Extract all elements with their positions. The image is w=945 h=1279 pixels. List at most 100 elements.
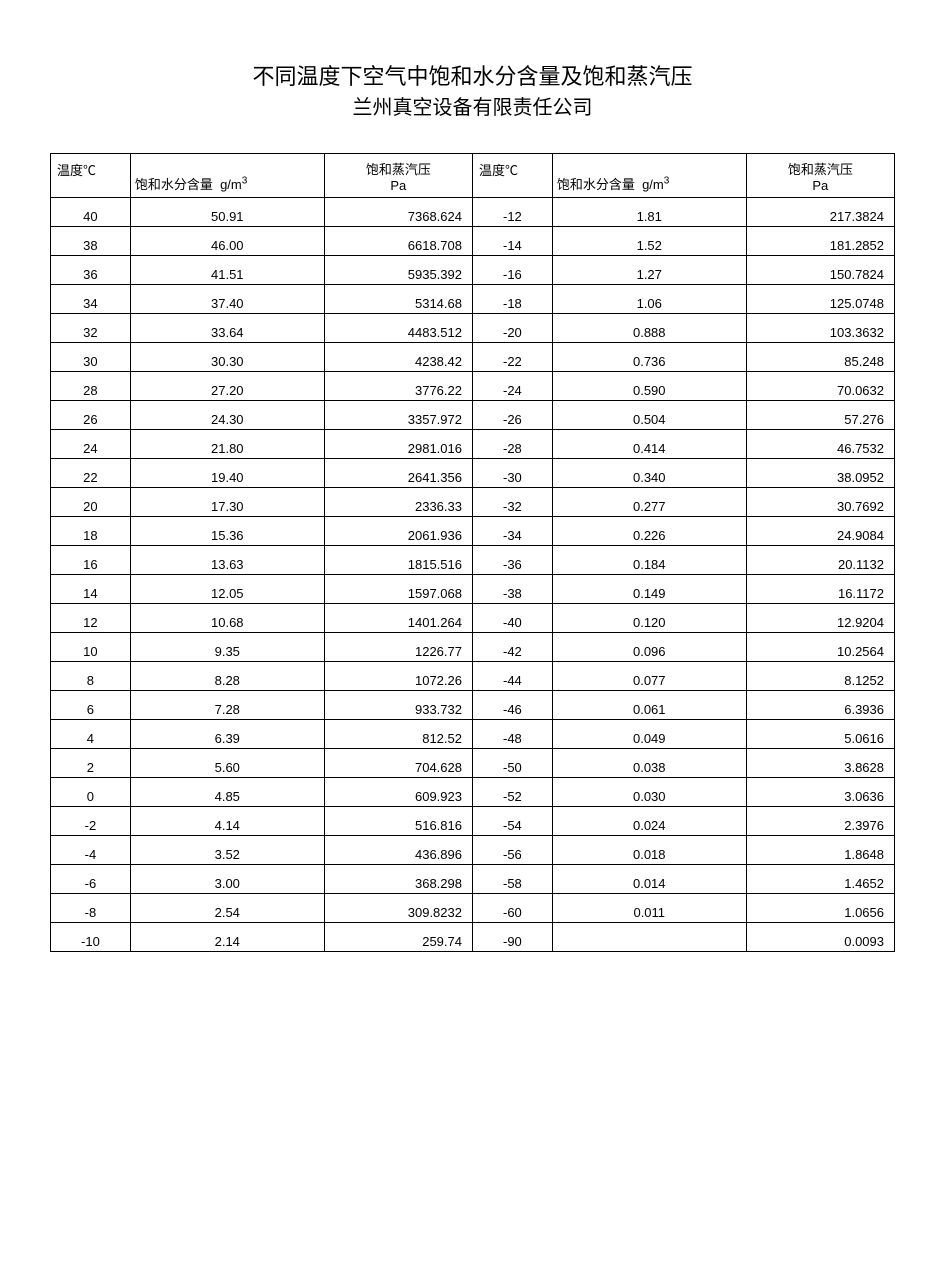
cell-temp2: -24 [472,372,552,401]
cell-water1: 4.14 [130,807,324,836]
cell-water2: 0.038 [552,749,746,778]
table-row: 1412.051597.068-380.14916.1172 [51,575,895,604]
table-row: 1613.631815.516-360.18420.1132 [51,546,895,575]
cell-temp1: 14 [51,575,131,604]
cell-pressure2: 1.8648 [746,836,894,865]
cell-temp2: -14 [472,227,552,256]
cell-pressure2: 20.1132 [746,546,894,575]
cell-pressure2: 8.1252 [746,662,894,691]
cell-pressure1: 368.298 [324,865,472,894]
table-row: -102.14259.74-900.0093 [51,923,895,952]
saturation-table: 温度℃ 饱和水分含量 g/m3 饱和蒸汽压 Pa 温度℃ 饱和水分含量 g/m3… [50,153,895,952]
cell-temp1: 8 [51,662,131,691]
cell-water2: 0.024 [552,807,746,836]
header-pressure1: 饱和蒸汽压 Pa [324,154,472,198]
table-row: 3641.515935.392-161.27150.7824 [51,256,895,285]
cell-pressure2: 217.3824 [746,198,894,227]
cell-water1: 37.40 [130,285,324,314]
cell-pressure2: 12.9204 [746,604,894,633]
cell-temp1: 26 [51,401,131,430]
cell-temp2: -38 [472,575,552,604]
table-row: 2219.402641.356-300.34038.0952 [51,459,895,488]
cell-temp1: 10 [51,633,131,662]
cell-pressure2: 57.276 [746,401,894,430]
header-temp2-label: 温度℃ [479,163,518,178]
table-body: 4050.917368.624-121.81217.38243846.00661… [51,198,895,952]
cell-temp2: -54 [472,807,552,836]
cell-water2: 0.590 [552,372,746,401]
cell-pressure2: 2.3976 [746,807,894,836]
cell-temp2: -30 [472,459,552,488]
cell-temp2: -42 [472,633,552,662]
cell-water1: 13.63 [130,546,324,575]
cell-pressure2: 3.0636 [746,778,894,807]
cell-water2: 0.061 [552,691,746,720]
cell-pressure2: 70.0632 [746,372,894,401]
table-row: 2421.802981.016-280.41446.7532 [51,430,895,459]
cell-temp1: -2 [51,807,131,836]
cell-pressure1: 4238.42 [324,343,472,372]
cell-water1: 15.36 [130,517,324,546]
cell-temp1: 0 [51,778,131,807]
table-row: -24.14516.816-540.0242.3976 [51,807,895,836]
table-row: 109.351226.77-420.09610.2564 [51,633,895,662]
cell-water2: 0.414 [552,430,746,459]
cell-temp1: 28 [51,372,131,401]
cell-water2: 0.120 [552,604,746,633]
cell-water1: 2.54 [130,894,324,923]
cell-pressure2: 0.0093 [746,923,894,952]
cell-water2: 0.504 [552,401,746,430]
cell-water2: 0.736 [552,343,746,372]
cell-water1: 3.00 [130,865,324,894]
cell-pressure2: 46.7532 [746,430,894,459]
cell-temp2: -20 [472,314,552,343]
cell-pressure2: 24.9084 [746,517,894,546]
cell-pressure1: 3776.22 [324,372,472,401]
cell-pressure1: 516.816 [324,807,472,836]
header-temp1-label: 温度℃ [57,163,96,178]
cell-temp2: -46 [472,691,552,720]
cell-temp2: -44 [472,662,552,691]
cell-pressure2: 30.7692 [746,488,894,517]
header-temp2: 温度℃ [472,154,552,198]
cell-pressure1: 933.732 [324,691,472,720]
cell-pressure1: 2336.33 [324,488,472,517]
table-row: 3437.405314.68-181.06125.0748 [51,285,895,314]
cell-temp1: 34 [51,285,131,314]
table-row: -43.52436.896-560.0181.8648 [51,836,895,865]
cell-water2: 0.049 [552,720,746,749]
cell-pressure1: 5314.68 [324,285,472,314]
cell-pressure2: 10.2564 [746,633,894,662]
cell-temp1: 12 [51,604,131,633]
header-water1-unit-sup: 3 [242,176,248,187]
cell-water2: 0.096 [552,633,746,662]
table-row: 1815.362061.936-340.22624.9084 [51,517,895,546]
cell-pressure2: 38.0952 [746,459,894,488]
cell-temp1: 30 [51,343,131,372]
cell-temp2: -90 [472,923,552,952]
cell-water1: 4.85 [130,778,324,807]
cell-water1: 2.14 [130,923,324,952]
header-pressure2: 饱和蒸汽压 Pa [746,154,894,198]
cell-temp2: -36 [472,546,552,575]
cell-pressure2: 103.3632 [746,314,894,343]
cell-temp2: -58 [472,865,552,894]
table-row: 1210.681401.264-400.12012.9204 [51,604,895,633]
header-water1-label: 饱和水分含量 [135,177,213,192]
page-subtitle: 兰州真空设备有限责任公司 [50,93,895,123]
table-row: 88.281072.26-440.0778.1252 [51,662,895,691]
table-row: 25.60704.628-500.0383.8628 [51,749,895,778]
cell-water2: 0.077 [552,662,746,691]
cell-temp1: 22 [51,459,131,488]
cell-temp2: -16 [472,256,552,285]
cell-temp2: -48 [472,720,552,749]
cell-pressure1: 2641.356 [324,459,472,488]
cell-temp1: 24 [51,430,131,459]
cell-pressure1: 4483.512 [324,314,472,343]
cell-water1: 12.05 [130,575,324,604]
cell-water1: 27.20 [130,372,324,401]
cell-temp2: -18 [472,285,552,314]
cell-pressure1: 7368.624 [324,198,472,227]
table-row: 67.28933.732-460.0616.3936 [51,691,895,720]
cell-temp2: -26 [472,401,552,430]
